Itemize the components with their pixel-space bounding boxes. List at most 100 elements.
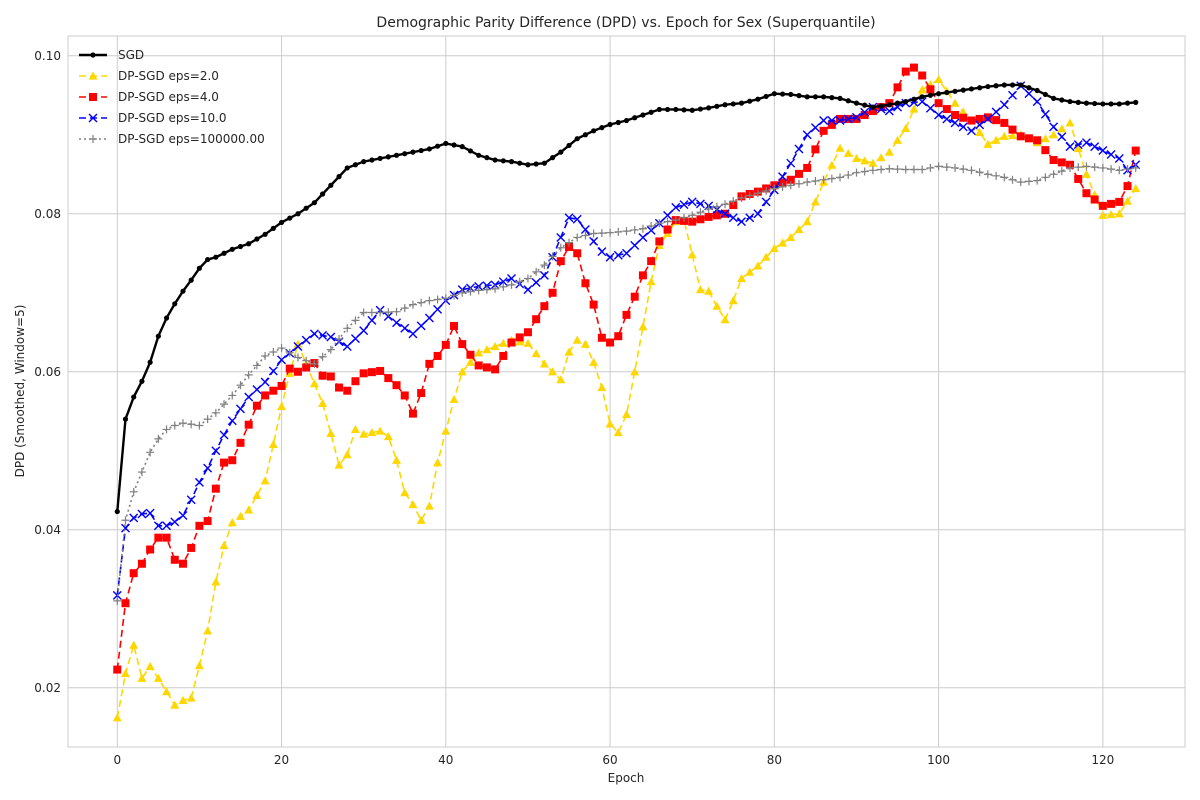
data-point xyxy=(162,425,171,434)
data-point xyxy=(860,111,869,119)
data-point xyxy=(572,335,582,344)
data-point xyxy=(851,112,861,122)
data-point xyxy=(129,487,138,496)
data-point xyxy=(1066,163,1075,172)
data-point xyxy=(564,213,574,223)
data-point xyxy=(254,236,260,242)
data-point xyxy=(309,379,319,388)
data-point xyxy=(155,333,161,339)
data-point xyxy=(170,421,179,430)
data-point xyxy=(120,669,130,678)
legend-item-dp-sgd-eps-100000-00: DP-SGD eps=100000.00 xyxy=(79,132,265,146)
data-point xyxy=(465,357,475,366)
data-point xyxy=(638,224,647,233)
data-point xyxy=(572,214,582,224)
data-point xyxy=(1000,173,1009,182)
data-point xyxy=(671,202,681,212)
data-point xyxy=(952,88,958,94)
data-point xyxy=(959,113,968,122)
legend-marker xyxy=(90,52,96,58)
data-point xyxy=(958,122,968,132)
data-point xyxy=(926,85,935,94)
data-point xyxy=(359,308,368,317)
data-point xyxy=(993,83,999,89)
data-point xyxy=(154,434,163,443)
data-point xyxy=(367,428,377,437)
data-point xyxy=(523,338,533,347)
y-axis-ticks: 0.02 0.04 0.06 0.08 0.10 xyxy=(34,49,61,695)
data-point xyxy=(1065,118,1075,127)
data-point xyxy=(860,156,870,165)
data-point xyxy=(975,120,985,130)
data-point xyxy=(695,199,705,209)
data-point xyxy=(1059,97,1065,103)
data-point xyxy=(318,371,327,380)
data-point xyxy=(195,421,204,430)
data-point xyxy=(1082,162,1091,171)
data-point xyxy=(383,432,393,441)
data-point xyxy=(1032,97,1042,107)
data-point xyxy=(712,301,722,310)
data-point xyxy=(1082,189,1091,198)
y-tick-label: 0.06 xyxy=(34,365,61,379)
data-point xyxy=(877,165,886,174)
data-point xyxy=(697,106,704,112)
data-point xyxy=(450,291,459,300)
data-point xyxy=(556,375,566,384)
data-point xyxy=(482,363,491,372)
data-point xyxy=(145,661,155,671)
data-point xyxy=(441,340,450,349)
data-point xyxy=(129,513,139,523)
data-point xyxy=(237,243,244,250)
data-point xyxy=(663,217,672,226)
data-point xyxy=(983,170,992,179)
data-point xyxy=(302,356,311,365)
data-point xyxy=(778,172,788,182)
data-point xyxy=(1106,210,1116,219)
data-point xyxy=(1074,174,1083,183)
data-point xyxy=(252,385,262,395)
data-point xyxy=(426,146,432,152)
data-point xyxy=(244,370,253,379)
data-point xyxy=(451,142,457,148)
data-point xyxy=(1008,131,1018,140)
data-point xyxy=(424,313,434,323)
data-point xyxy=(178,559,187,568)
data-point xyxy=(647,221,656,230)
data-point xyxy=(827,116,837,126)
data-point xyxy=(868,158,878,167)
data-point xyxy=(728,213,738,223)
data-point xyxy=(704,205,713,214)
data-point xyxy=(876,153,886,162)
data-point xyxy=(985,83,991,90)
data-point xyxy=(664,106,671,113)
data-point xyxy=(738,100,745,106)
data-point xyxy=(582,132,589,138)
data-point xyxy=(287,215,293,221)
data-point xyxy=(1133,99,1139,105)
data-point xyxy=(663,225,672,234)
data-point xyxy=(498,277,508,287)
data-point xyxy=(548,367,558,376)
data-point xyxy=(991,135,1001,144)
data-point xyxy=(402,151,408,157)
series-line-dp-sgd-eps-2-0 xyxy=(116,78,1137,718)
data-point xyxy=(919,94,925,100)
data-point xyxy=(794,225,804,234)
data-point xyxy=(343,386,352,395)
data-point xyxy=(186,693,196,702)
grid-lines xyxy=(68,36,1185,747)
data-point xyxy=(252,401,261,410)
data-point xyxy=(369,157,375,163)
data-point xyxy=(474,286,483,295)
data-point xyxy=(630,225,639,234)
data-point xyxy=(417,389,426,398)
data-point xyxy=(269,348,278,356)
data-point xyxy=(359,326,369,336)
data-point xyxy=(434,143,441,149)
data-point xyxy=(827,120,836,129)
data-point xyxy=(747,98,753,104)
data-point xyxy=(433,304,443,314)
data-point xyxy=(335,334,344,343)
data-point xyxy=(597,333,606,342)
